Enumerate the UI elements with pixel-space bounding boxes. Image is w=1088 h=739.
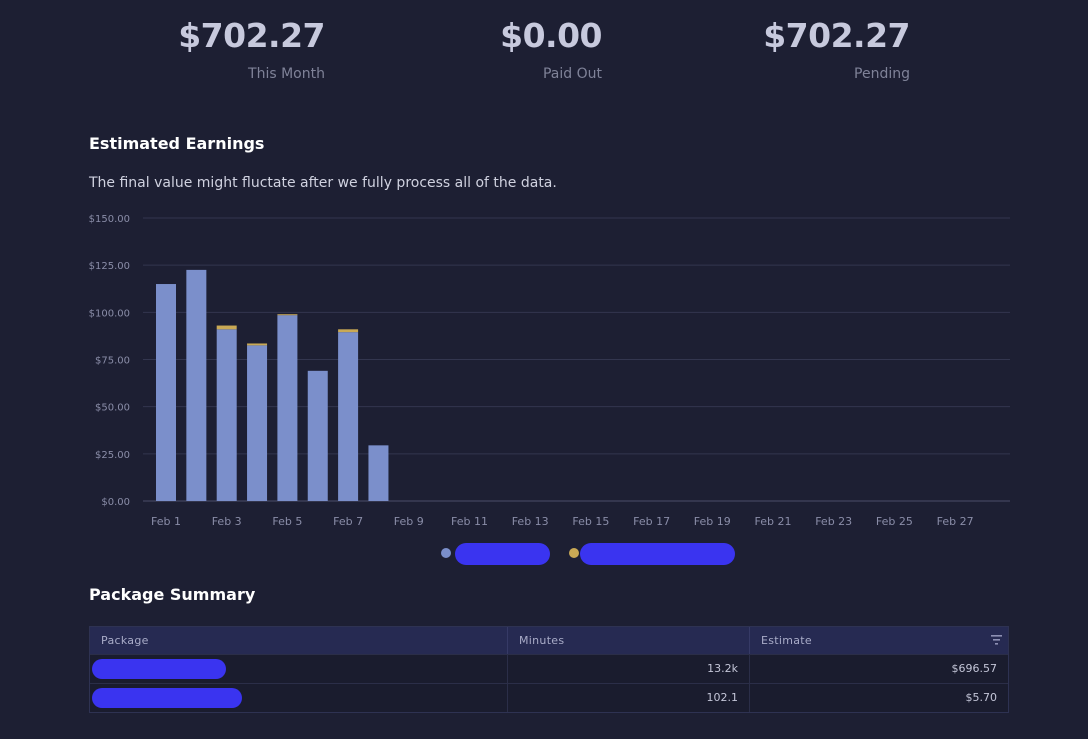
column-header-estimate[interactable]: Estimate <box>750 627 1008 654</box>
table-header: Package Minutes Estimate <box>90 627 1008 654</box>
stat-pending: $702.27 Pending <box>680 16 910 82</box>
stat-label: This Month <box>248 66 325 82</box>
column-header-estimate-label: Estimate <box>761 634 812 647</box>
estimate-cell: $696.57 <box>951 662 998 675</box>
column-header-minutes[interactable]: Minutes <box>508 627 750 654</box>
y-tick-label: $100.00 <box>89 308 130 319</box>
x-tick-label: Feb 1 <box>151 515 181 528</box>
table-row[interactable]: 102.1 $5.70 <box>90 683 1008 712</box>
legend-dot <box>441 548 451 558</box>
x-tick-label: Feb 9 <box>394 515 424 528</box>
y-tick-label: $25.00 <box>95 450 130 461</box>
estimated-earnings-subtitle: The final value might fluctate after we … <box>89 175 557 191</box>
x-tick-label: Feb 23 <box>815 515 852 528</box>
x-tick-label: Feb 11 <box>451 515 488 528</box>
bar-series-0 <box>186 269 207 501</box>
stat-value: $0.00 <box>500 16 602 55</box>
y-tick-label: $125.00 <box>89 261 130 272</box>
redaction-mark <box>92 688 242 708</box>
estimate-cell: $5.70 <box>965 691 998 704</box>
x-tick-label: Feb 5 <box>272 515 302 528</box>
bar-series-1 <box>277 314 298 316</box>
bar-series-0 <box>277 315 298 501</box>
stat-value: $702.27 <box>178 16 325 55</box>
y-tick-label: $75.00 <box>95 356 130 367</box>
stat-this-month: $702.27 This Month <box>95 16 325 82</box>
x-tick-label: Feb 17 <box>633 515 670 528</box>
bar-series-1 <box>216 325 237 330</box>
package-summary-title: Package Summary <box>89 585 256 604</box>
x-tick-label: Feb 15 <box>572 515 609 528</box>
y-tick-label: $50.00 <box>95 403 130 414</box>
table-row[interactable]: 13.2k $696.57 <box>90 654 1008 683</box>
x-tick-label: Feb 19 <box>694 515 731 528</box>
chart-legend <box>0 543 1088 565</box>
x-tick-label: Feb 13 <box>512 515 549 528</box>
bar-series-0 <box>156 284 176 501</box>
x-tick-label: Feb 3 <box>212 515 242 528</box>
estimated-earnings-title: Estimated Earnings <box>89 134 265 153</box>
filter-icon[interactable] <box>991 635 1002 645</box>
bar-series-0 <box>247 345 268 501</box>
package-name-redacted <box>90 655 508 683</box>
legend-label-redacted[interactable] <box>455 543 550 565</box>
y-tick-label: $0.00 <box>101 497 130 508</box>
bar-series-0 <box>307 370 328 501</box>
y-tick-label: $150.00 <box>89 214 130 225</box>
package-name-redacted <box>90 684 508 712</box>
legend-label-redacted[interactable] <box>580 543 735 565</box>
earnings-bar-chart: $0.00 $25.00 $50.00 $75.00 $100.00 $125.00 $15… <box>89 214 1010 528</box>
stat-label: Paid Out <box>542 66 602 82</box>
minutes-cell: 13.2k <box>508 655 750 683</box>
bar-series-0 <box>216 329 237 501</box>
bar-series-0 <box>338 332 359 501</box>
legend-dot <box>569 548 579 558</box>
stat-label: Pending <box>854 66 910 82</box>
stat-paid-out: $0.00 Paid Out <box>372 16 602 82</box>
minutes-cell: 102.1 <box>508 684 750 712</box>
stat-value: $702.27 <box>763 16 910 55</box>
bar-series-1 <box>247 343 268 346</box>
x-tick-label: Feb 7 <box>333 515 363 528</box>
x-tick-label: Feb 27 <box>937 515 974 528</box>
package-summary-table: Package Minutes Estimate 13.2k $696.57 1… <box>89 626 1009 713</box>
redaction-mark <box>92 659 226 679</box>
bar-series-0 <box>368 445 389 501</box>
bar-series-1 <box>338 329 359 333</box>
x-tick-label: Feb 21 <box>755 515 792 528</box>
x-tick-label: Feb 25 <box>876 515 913 528</box>
column-header-package[interactable]: Package <box>90 627 508 654</box>
